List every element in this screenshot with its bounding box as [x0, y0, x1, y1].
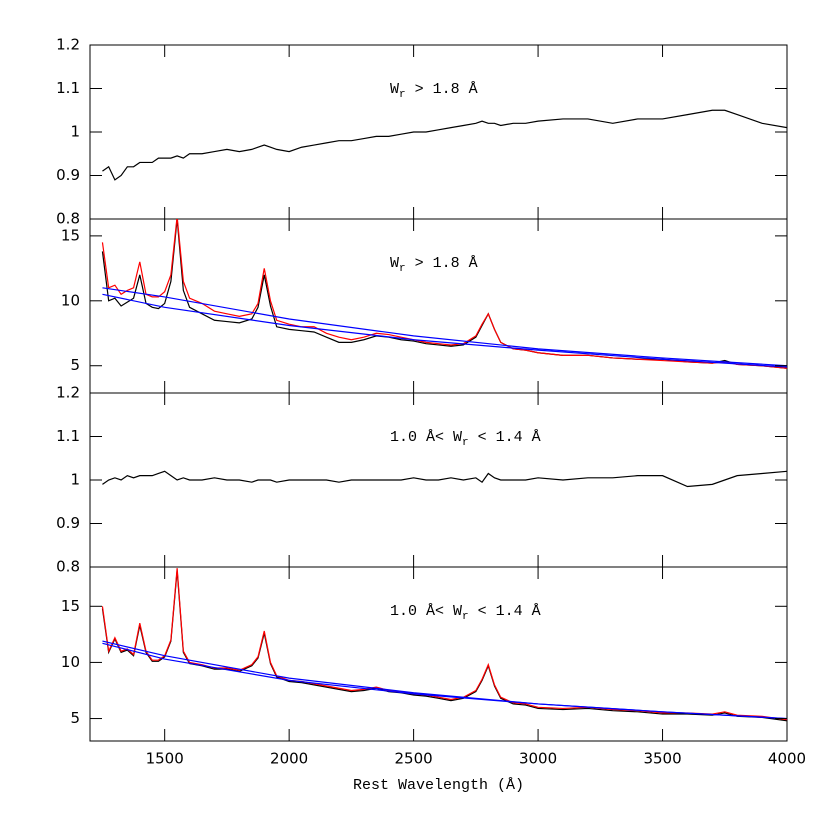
- spectrum-line: [102, 640, 787, 720]
- annotation-part: > 1.8 Å: [406, 255, 478, 272]
- plot-area: [102, 470, 787, 488]
- panel-frame: [89, 218, 788, 394]
- x-tick-label: 3500: [643, 750, 681, 768]
- annotation-part: r: [399, 89, 406, 101]
- spectrum-line: [101, 570, 787, 722]
- y-tick-label: 0.9: [56, 514, 80, 532]
- spectrum-line: [102, 109, 787, 181]
- annotation-part: 1.0 Å< W: [390, 429, 462, 446]
- y-tick-label: 15: [61, 226, 80, 244]
- spectrum-line: [101, 219, 787, 369]
- plot-area: [102, 109, 787, 181]
- y-tick-label: 10: [61, 291, 80, 309]
- x-tick-label: 3000: [519, 750, 557, 768]
- annotation-part: r: [462, 611, 469, 623]
- panel-frame: [89, 44, 788, 220]
- x-axis-label: Rest Wavelength (Å): [353, 777, 524, 794]
- annotation: 1.0 Å< Wr < 1.4 Å: [390, 429, 541, 449]
- y-tick-label: 1: [70, 123, 80, 141]
- y-tick-label: 15: [61, 597, 80, 615]
- y-tick-label: 1.1: [56, 79, 80, 97]
- spectrum-line: [102, 287, 787, 367]
- annotation: Wr > 1.8 Å: [390, 255, 478, 275]
- y-tick-label: 0.8: [56, 558, 80, 576]
- y-tick-label: 5: [70, 709, 80, 727]
- plot-area: [101, 219, 787, 369]
- x-tick-label: 2000: [270, 750, 308, 768]
- annotation-part: r: [462, 437, 469, 449]
- annotation-part: < 1.4 Å: [469, 603, 541, 620]
- annotation: 1.0 Å< Wr < 1.4 Å: [390, 603, 541, 623]
- spectrum-line: [102, 642, 787, 720]
- spectrum-line: [102, 293, 787, 368]
- y-tick-label: 0.9: [56, 166, 80, 184]
- annotation: Wr > 1.8 Å: [390, 81, 478, 101]
- annotation-part: > 1.8 Å: [406, 81, 478, 98]
- annotation-part: 1.0 Å< W: [390, 603, 462, 620]
- y-tick-label: 10: [61, 653, 80, 671]
- annotation-part: r: [399, 263, 406, 275]
- x-tick-label: 1500: [146, 750, 184, 768]
- y-tick-label: 5: [70, 356, 80, 374]
- spectrum-line: [102, 470, 787, 488]
- panel-frame: [89, 566, 788, 742]
- y-tick-label: 0.8: [56, 210, 80, 228]
- x-tick-label: 2500: [395, 750, 433, 768]
- y-tick-label: 1.2: [56, 384, 80, 402]
- plot-area: [101, 568, 787, 722]
- y-tick-label: 1.1: [56, 427, 80, 445]
- spectrum-line: [101, 219, 787, 369]
- x-tick-label: 4000: [768, 750, 806, 768]
- annotation-part: W: [390, 255, 399, 272]
- annotation-part: < 1.4 Å: [469, 429, 541, 446]
- annotation-part: W: [390, 81, 399, 98]
- y-tick-label: 1.2: [56, 36, 80, 54]
- y-tick-label: 1: [70, 471, 80, 489]
